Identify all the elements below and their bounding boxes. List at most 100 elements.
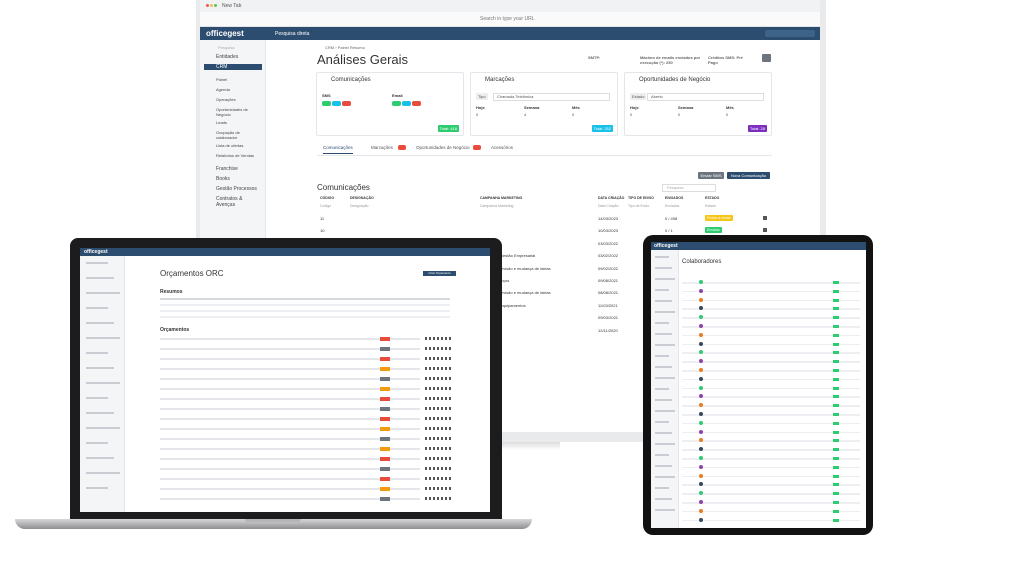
status-badge xyxy=(380,417,390,421)
column-filter[interactable]: Enviados xyxy=(665,204,680,208)
status-badge xyxy=(380,337,390,341)
tab[interactable]: Acessórios xyxy=(491,145,514,150)
sidebar-line xyxy=(86,382,120,384)
column-filter[interactable]: Designação xyxy=(350,204,369,208)
sidebar-line xyxy=(655,322,669,324)
sidebar-item[interactable]: Franchise xyxy=(216,166,238,172)
cell: 10 xyxy=(320,228,325,234)
row-icons xyxy=(425,447,451,450)
cell: 11/03/2021 xyxy=(598,302,618,308)
sidebar-line xyxy=(86,322,114,324)
status-badge xyxy=(833,316,839,320)
status-badge xyxy=(833,307,839,311)
row-line xyxy=(682,396,860,398)
tab[interactable]: Oportunidades de Negócio xyxy=(416,145,470,150)
browser-tab[interactable]: New Tab xyxy=(222,3,242,9)
sidebar-item[interactable]: Gestão Processos xyxy=(216,186,257,192)
quick-search[interactable]: Pesquisa direta xyxy=(275,31,310,37)
sidebar-line xyxy=(86,292,120,294)
sidebar-search[interactable]: Pesquisa xyxy=(218,45,235,50)
status-badge xyxy=(833,395,839,399)
sidebar-line xyxy=(655,443,675,445)
status-badge xyxy=(833,430,839,434)
row-line xyxy=(682,440,860,442)
row-line xyxy=(682,352,860,354)
button[interactable]: Enviar SMS xyxy=(698,172,724,179)
column-filter[interactable]: Código xyxy=(320,204,332,208)
status-badge xyxy=(380,487,390,491)
sidebar-line xyxy=(86,337,120,339)
status-badge xyxy=(380,407,390,411)
button[interactable]: Nova Comunicação xyxy=(727,172,770,179)
status-badge xyxy=(380,437,390,441)
row-icons xyxy=(425,407,451,410)
avatar xyxy=(699,306,703,311)
sidebar-item[interactable]: Operações xyxy=(216,97,236,102)
column-header: DESIGNAÇÃO xyxy=(350,196,374,200)
tab[interactable]: Comunicações xyxy=(323,145,353,154)
sidebar-item[interactable]: Leads xyxy=(216,120,227,125)
row-icons xyxy=(425,487,451,490)
row-line xyxy=(682,334,860,337)
column-filter[interactable]: Data Criação xyxy=(598,204,619,208)
row-line xyxy=(682,484,860,486)
row-icons xyxy=(425,337,451,340)
avatar xyxy=(699,368,703,372)
card-total: Total: 28 xyxy=(747,125,767,132)
sidebar-item[interactable]: Relatórios de Vendas xyxy=(216,153,255,158)
panel-title: Orçamentos xyxy=(160,327,190,333)
panel-title: Resumos xyxy=(160,289,183,295)
sidebar-item[interactable]: Oportunidades de Negócio xyxy=(216,107,248,117)
sidebar-line xyxy=(86,397,108,399)
row-line xyxy=(682,405,860,407)
status-badge xyxy=(833,413,839,416)
app-header: officegest Pesquisa direta xyxy=(200,27,820,40)
sidebar-line xyxy=(655,267,672,269)
sidebar-item[interactable]: Agenda xyxy=(216,87,230,92)
card-total: Total: 418 xyxy=(437,125,459,132)
table-search[interactable]: Pesquisa xyxy=(662,184,716,192)
cell: 03/02/2022 xyxy=(598,253,619,259)
avatar xyxy=(699,403,703,408)
address-input[interactable]: Search in type your URL xyxy=(480,16,535,22)
avatar xyxy=(699,438,703,443)
period-label: Hoje xyxy=(630,105,639,110)
period-count: 0 xyxy=(630,112,633,117)
status-badge xyxy=(380,377,390,381)
avatar xyxy=(699,500,703,504)
filter-select[interactable]: Aberto xyxy=(647,93,764,101)
sidebar-line xyxy=(655,410,675,412)
status-badge xyxy=(833,448,839,452)
row-line xyxy=(682,370,860,372)
edit-icon[interactable] xyxy=(763,216,767,220)
sidebar-item[interactable]: Entidades xyxy=(216,54,239,60)
row-icons xyxy=(425,497,451,500)
filter-select[interactable]: Chamada Telefónica xyxy=(493,93,610,101)
button[interactable]: Criar Orçamento xyxy=(423,271,456,276)
tab[interactable]: Marcações xyxy=(371,145,394,150)
sidebar-item[interactable]: CRM xyxy=(204,64,262,70)
row-line xyxy=(160,428,420,430)
column-filter[interactable]: Estado xyxy=(705,204,716,208)
column-filter[interactable]: Campanha Marketing xyxy=(480,204,514,208)
column-filter[interactable]: Tipo de Envio xyxy=(628,204,650,208)
column-header: ENVIADOS xyxy=(665,196,684,200)
row-line xyxy=(682,475,860,478)
avatar xyxy=(699,491,703,496)
column-header: TIPO DE ENVIO xyxy=(628,196,654,200)
row-icons xyxy=(425,457,451,460)
status-badge xyxy=(380,397,390,401)
row-line xyxy=(682,308,860,310)
status-badge xyxy=(833,421,839,425)
sidebar-item[interactable]: Painel xyxy=(216,77,228,82)
row-line xyxy=(682,466,860,469)
sidebar-item[interactable]: Ocupação de colaborador xyxy=(216,130,240,140)
sidebar-line xyxy=(86,472,120,474)
sidebar-item[interactable]: Lista de ofertas xyxy=(216,143,244,148)
section-title: Comunicações xyxy=(317,183,370,192)
edit-icon[interactable] xyxy=(763,228,767,233)
sidebar-item[interactable]: Books xyxy=(216,176,230,182)
cell: 0 / 498 xyxy=(665,216,678,221)
monitor-stand xyxy=(470,442,560,450)
sidebar-item[interactable]: Contratos & Avenças xyxy=(216,196,243,208)
